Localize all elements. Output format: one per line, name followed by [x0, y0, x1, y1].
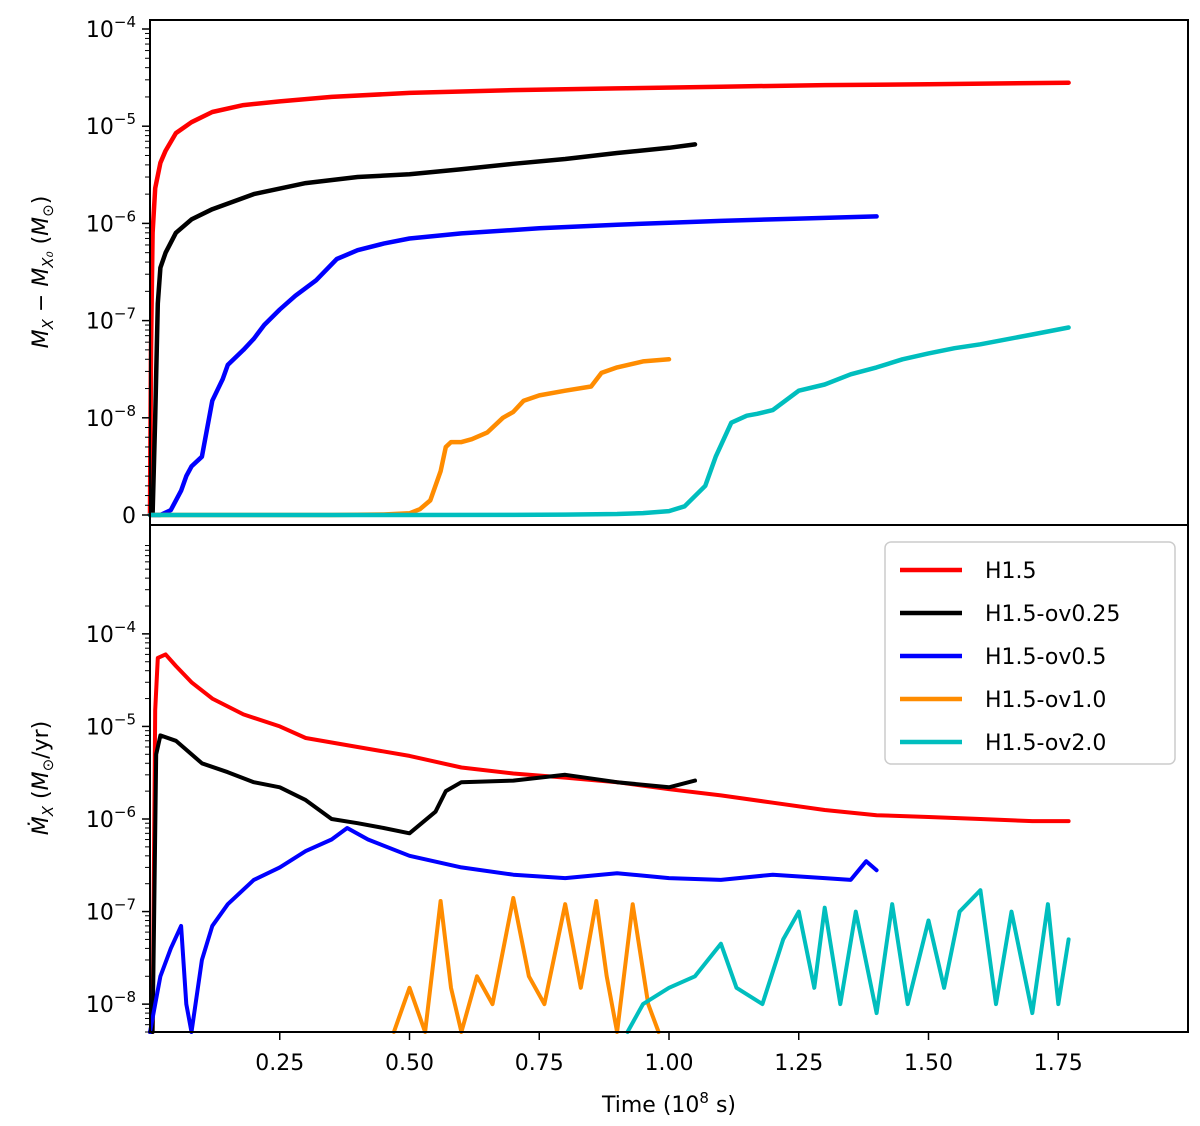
bottom-series-h1-5-ov2-0 [625, 888, 1071, 1034]
legend-label: H1.5-ov0.25 [985, 602, 1120, 627]
x-tick-label: 0.75 [515, 1051, 564, 1076]
top-series-h1-5 [147, 80, 1071, 518]
top-y-axis-title: MX − MX₀ (M⊙) [29, 196, 57, 349]
x-tick-label: 0.50 [385, 1051, 434, 1076]
bottom-y-ticks: 10−8 10−7 10−6 10−5 10−4 [86, 545, 150, 1033]
x-tick-label: 1.25 [774, 1051, 823, 1076]
top-series-group [147, 80, 1071, 518]
bottom-y-tick-label: 10−8 [86, 988, 136, 1018]
top-series-h1-5-ov2-0 [147, 325, 1071, 518]
bottom-y-tick-label: 10−5 [86, 710, 136, 740]
legend-label: H1.5-ov1.0 [985, 688, 1106, 713]
legend: H1.5 H1.5-ov0.25 H1.5-ov0.5 H1.5-ov1.0 H1.5-… [884, 541, 1176, 765]
top-y-tick-label: 10−5 [86, 110, 136, 140]
legend-items: H1.5 H1.5-ov0.25 H1.5-ov0.5 H1.5-ov1.0 H1.5-… [900, 559, 1120, 756]
bottom-y-axis-title: ṀX (M⊙/yr) [28, 721, 57, 835]
x-tick-label: 1.50 [904, 1051, 953, 1076]
top-panel: 0 10−8 10−7 10−6 10−5 10−4 MX − MX₀ (M⊙) [29, 13, 1189, 529]
x-tick-label: 0.25 [255, 1051, 304, 1076]
bottom-y-tick-label: 10−7 [86, 896, 136, 926]
bottom-y-tick-label: 10−6 [86, 803, 136, 833]
bottom-panel: 10−8 10−7 10−6 10−5 10−4 0.25 0.50 0.75 1.00 1.2… [28, 524, 1189, 1118]
legend-label: H1.5-ov0.5 [985, 645, 1106, 670]
legend-item: H1.5-ov0.5 [900, 645, 1106, 670]
x-axis-title: Time (108 s) [601, 1089, 736, 1118]
x-tick-label: 1.00 [645, 1051, 694, 1076]
top-y-tick-label: 0 [122, 504, 136, 529]
top-y-tick-label: 10−4 [86, 13, 136, 43]
top-y-tick-label: 10−8 [86, 402, 136, 432]
bottom-series-h1-5-ov0-5 [148, 826, 879, 1034]
legend-item: H1.5-ov2.0 [900, 731, 1106, 756]
legend-label: H1.5 [985, 559, 1037, 584]
legend-box [884, 541, 1176, 765]
legend-label: H1.5-ov2.0 [985, 731, 1106, 756]
legend-item: H1.5-ov1.0 [900, 688, 1106, 713]
top-series-h1-5-ov0-5 [147, 214, 879, 518]
top-y-tick-label: 10−7 [86, 305, 136, 335]
legend-item: H1.5 [900, 559, 1037, 584]
x-tick-label: 1.75 [1034, 1051, 1083, 1076]
bottom-series-h1-5-ov0-25 [148, 733, 697, 1034]
top-y-tick-label: 10−6 [86, 207, 136, 237]
x-axis-ticks: 0.25 0.50 0.75 1.00 1.25 1.50 1.75 [255, 1032, 1083, 1076]
legend-item: H1.5-ov0.25 [900, 602, 1120, 627]
top-y-ticks: 0 10−8 10−7 10−6 10−5 10−4 [86, 13, 150, 529]
top-series-h1-5-ov0-25 [147, 142, 698, 518]
bottom-y-tick-label: 10−4 [86, 618, 136, 648]
bottom-series-h1-5 [148, 652, 1071, 1034]
